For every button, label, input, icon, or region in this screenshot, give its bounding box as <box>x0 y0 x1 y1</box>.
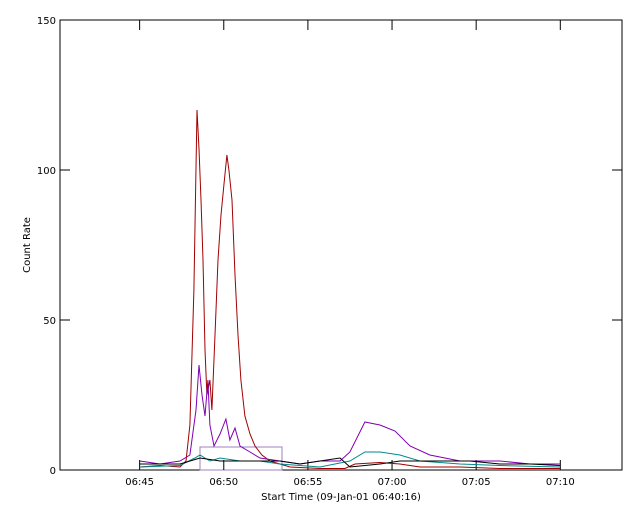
y-tick-label: 0 <box>50 466 56 477</box>
x-tick-label: 06:50 <box>209 477 238 488</box>
selection-box <box>199 446 283 471</box>
x-tick-label: 07:00 <box>378 477 407 488</box>
y-tick-label: 150 <box>37 16 56 27</box>
x-tick-label: 06:55 <box>293 477 322 488</box>
data-line <box>139 364 560 465</box>
data-line <box>139 457 560 468</box>
y-tick-label: 50 <box>43 316 56 327</box>
x-tick-label: 07:10 <box>546 477 575 488</box>
data-line <box>139 451 560 468</box>
y-axis-label: Count Rate <box>22 217 33 273</box>
x-axis-label: Start Time (09-Jan-01 06:40:16) <box>261 492 421 503</box>
x-tick-label: 07:05 <box>462 477 491 488</box>
data-line <box>139 109 560 469</box>
y-tick-label: 100 <box>37 166 56 177</box>
plot-frame <box>59 19 623 471</box>
x-tick-label: 06:45 <box>125 477 154 488</box>
